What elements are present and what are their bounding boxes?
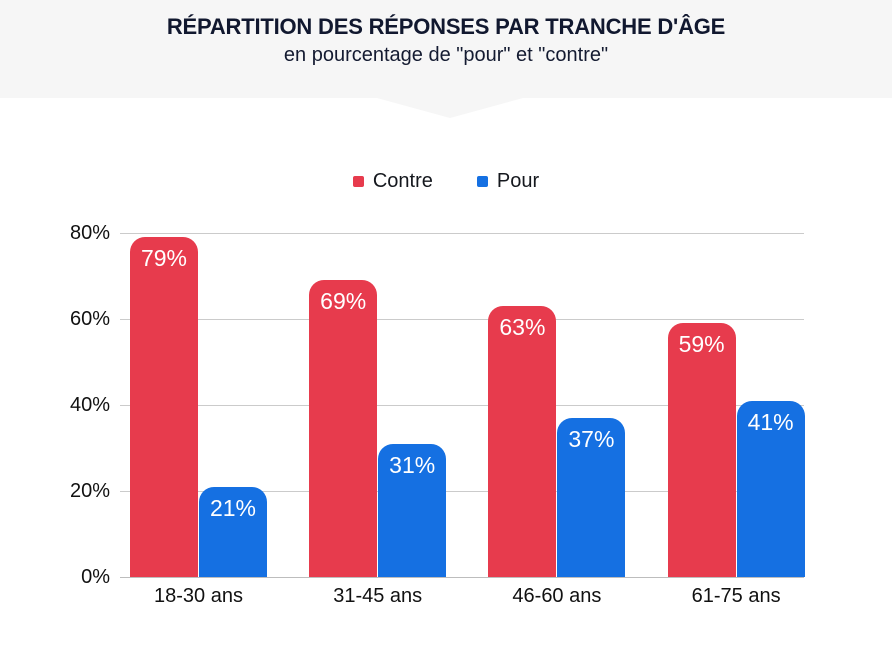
- page-subtitle: en pourcentage de "pour" et "contre": [283, 44, 609, 66]
- bar-group-46-60-ans: 63% 37%: [488, 233, 626, 577]
- page-title: RÉPARTITION DES RÉPONSES PAR TRANCHE D'Â…: [166, 14, 726, 39]
- legend-item-pour: Pour: [476, 170, 540, 193]
- legend-label-pour: Pour: [496, 170, 540, 192]
- bar-value-label: 37%: [568, 426, 615, 452]
- gridline-60: [120, 319, 804, 320]
- plot-area: 79% 21% 69% 31% 63% 37% 59% 41%: [120, 233, 805, 578]
- bar-group-31-45-ans: 69% 31%: [309, 233, 447, 577]
- bar-pour-31-45-ans: 31%: [378, 444, 447, 577]
- bar-group-61-75-ans: 59% 41%: [667, 233, 805, 577]
- bar-value-label: 21%: [209, 495, 257, 521]
- bar-contre-18-30-ans: 79%: [130, 237, 198, 577]
- bar-group-18-30-ans: 79% 21%: [130, 233, 267, 577]
- bar-pour-18-30-ans: 21%: [199, 487, 267, 577]
- bar-value-label: 59%: [678, 331, 725, 357]
- gridline-80: [120, 233, 804, 234]
- x-axis-category-label: 18-30 ans: [154, 585, 243, 607]
- bar-contre-61-75-ans: 59%: [667, 323, 736, 577]
- gridline-20: [120, 491, 804, 492]
- y-axis-tick-label: 80%: [69, 222, 110, 244]
- bar-contre-31-45-ans: 69%: [309, 280, 378, 577]
- chevron-down-icon: [377, 98, 523, 118]
- legend-item-contre: Contre: [352, 170, 433, 193]
- x-axis-category-label: 31-45 ans: [333, 585, 423, 607]
- gridline-0: [120, 577, 804, 578]
- bar-value-label: 63%: [499, 314, 546, 340]
- bar-value-label: 41%: [747, 409, 794, 435]
- bar-pour-46-60-ans: 37%: [557, 418, 626, 577]
- bar-pour-61-75-ans: 41%: [736, 401, 805, 577]
- chart-legend: Contre Pour: [0, 170, 892, 193]
- x-axis-category-label: 61-75 ans: [691, 585, 781, 607]
- bar-value-label: 69%: [320, 288, 367, 314]
- bar-value-label: 79%: [140, 245, 188, 271]
- y-axis-tick-label: 40%: [69, 394, 110, 416]
- legend-label-contre: Contre: [372, 170, 433, 192]
- legend-swatch-contre-icon: [352, 176, 364, 187]
- bar-contre-46-60-ans: 63%: [488, 306, 557, 577]
- x-axis-category-label: 46-60 ans: [512, 585, 602, 607]
- y-axis-tick-label: 20%: [69, 480, 110, 502]
- header: RÉPARTITION DES RÉPONSES PAR TRANCHE D'Â…: [0, 0, 892, 98]
- gridline-40: [120, 405, 804, 406]
- legend-swatch-pour-icon: [476, 176, 488, 187]
- y-axis-tick-label: 60%: [69, 308, 110, 330]
- bar-value-label: 31%: [389, 452, 436, 478]
- y-axis-tick-label: 0%: [81, 566, 110, 588]
